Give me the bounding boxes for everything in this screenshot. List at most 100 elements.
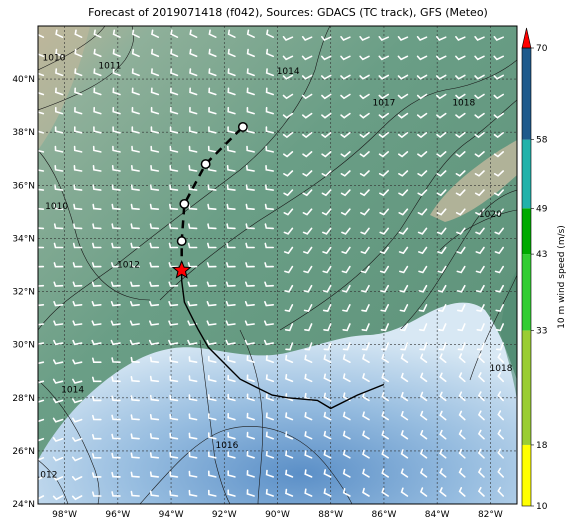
lon-tick-label: 88°W	[318, 510, 343, 520]
wind-barb	[380, 323, 389, 332]
wind-barb	[493, 74, 504, 80]
wind-barb	[458, 487, 466, 497]
wind-barb	[438, 342, 447, 351]
wind-barb	[341, 265, 351, 274]
wind-barb	[475, 284, 485, 293]
wind-barb	[187, 339, 198, 346]
wind-barb	[227, 374, 236, 383]
wind-barb	[340, 208, 351, 216]
wind-barb	[456, 227, 466, 235]
wind-barb	[187, 262, 198, 268]
wind-barb	[359, 36, 370, 41]
wind-barb	[304, 450, 313, 459]
wind-barb	[169, 413, 179, 421]
wind-barb	[362, 430, 370, 440]
wind-barb	[494, 246, 504, 255]
wind-barb	[208, 48, 217, 58]
wind-barb	[342, 411, 351, 421]
wind-barb	[264, 223, 274, 230]
wind-barb	[342, 354, 351, 363]
isobar-line	[38, 26, 331, 331]
colorbar-extend-arrow	[521, 27, 532, 49]
wind-barb	[361, 323, 370, 332]
wind-barb	[92, 145, 102, 153]
wind-barb	[436, 227, 447, 235]
wind-barb	[378, 170, 389, 177]
wind-barb	[52, 495, 64, 501]
wind-barb	[188, 394, 198, 402]
wind-barb	[457, 304, 466, 312]
wind-barb	[398, 246, 409, 255]
wind-barb	[455, 189, 466, 197]
wind-barb	[381, 392, 389, 402]
wind-barb	[439, 353, 447, 363]
wind-barb	[169, 356, 179, 363]
wind-barb	[168, 339, 179, 346]
wind-barb	[458, 429, 466, 440]
isobar-label: 1012	[117, 261, 140, 271]
wind-barb	[92, 203, 102, 210]
wind-barb	[439, 468, 447, 478]
wind-barb	[111, 223, 121, 230]
wind-barb	[265, 469, 274, 478]
isobar-label: 1018	[452, 99, 475, 109]
wind-barb	[400, 411, 409, 421]
wind-barb	[52, 378, 64, 384]
wind-barb	[455, 132, 466, 139]
wind-barb	[378, 74, 389, 80]
wind-barb	[419, 449, 428, 459]
wind-barb	[38, 265, 45, 268]
wind-barb	[475, 246, 485, 255]
wind-barb	[208, 126, 217, 134]
wind-barb	[111, 165, 121, 172]
wind-barb	[378, 36, 389, 41]
wind-barb	[168, 223, 179, 230]
wind-barb	[475, 208, 485, 216]
wind-barb	[169, 203, 179, 210]
wind-barb	[323, 354, 332, 363]
wind-barb	[282, 112, 294, 119]
wind-barb	[497, 486, 504, 497]
wind-barb	[93, 87, 102, 96]
wind-barb	[52, 417, 64, 423]
wind-barb	[227, 68, 236, 77]
forecast-point	[200, 159, 211, 170]
wind-barb	[246, 165, 255, 172]
wind-barb	[439, 429, 447, 440]
wind-barb	[397, 112, 409, 119]
wind-barb	[208, 489, 217, 497]
wind-barb	[246, 393, 255, 402]
wind-barb	[169, 432, 179, 440]
wind-barb	[400, 449, 409, 459]
lat-tick-label: 38°N	[12, 128, 35, 138]
wind-barb	[168, 242, 179, 249]
wind-barb	[436, 170, 447, 177]
wind-barb	[436, 74, 447, 80]
wind-barb	[362, 392, 370, 402]
wind-barb	[53, 242, 64, 249]
wind-barb	[285, 412, 294, 421]
wind-barb	[227, 87, 236, 96]
wind-barb	[130, 452, 140, 459]
wind-barb	[264, 242, 274, 249]
wind-barb	[416, 112, 428, 119]
current-position-star	[171, 259, 192, 279]
wind-barb	[322, 246, 332, 255]
wind-barb	[188, 165, 198, 172]
wind-barb	[340, 55, 351, 61]
wind-barb	[54, 165, 64, 172]
axis-ticks: 98°W 96°W 94°W 92°W 90°W 88°W 86°W 84°W 82°W 24°N…	[12, 75, 503, 520]
wind-barb	[53, 301, 64, 307]
wind-barb	[381, 468, 389, 478]
wind-barb	[38, 49, 45, 58]
wind-barb	[361, 342, 370, 351]
wind-barb	[74, 29, 83, 38]
wind-barb	[418, 265, 428, 274]
wind-barb	[38, 342, 45, 345]
wind-barb	[264, 281, 274, 287]
wind-barb	[436, 112, 447, 119]
wind-barb	[189, 68, 198, 77]
isobar-labels: 1010 1011 1010 1012 1014 1017 1018 1020 1018 1016…	[38, 54, 513, 481]
wind-barb	[111, 414, 121, 421]
wind-barb	[397, 132, 409, 139]
